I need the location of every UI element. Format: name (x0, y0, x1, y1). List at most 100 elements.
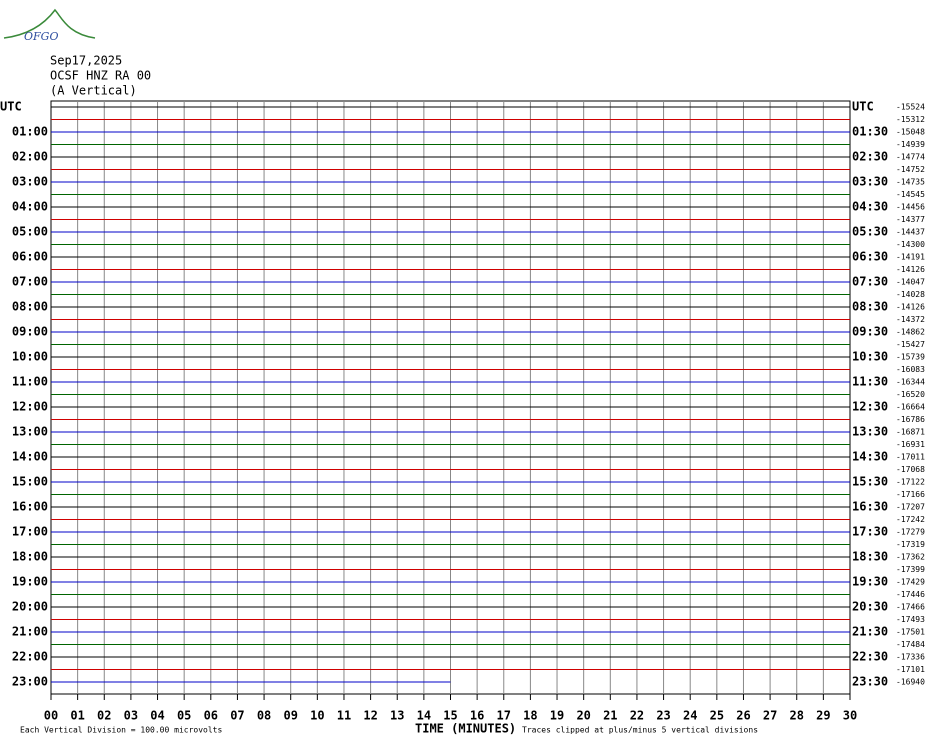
left-label: 11:00 (12, 375, 48, 389)
trace-offset: -15427 (896, 340, 925, 349)
right-label: 02:30 (852, 150, 888, 164)
right-label: 19:30 (852, 575, 888, 589)
left-label: 16:00 (12, 500, 48, 514)
trace-offset: -14047 (896, 278, 925, 287)
x-tick-label: 10 (310, 709, 324, 723)
trace-offset: -17166 (896, 490, 925, 499)
x-tick-label: 23 (656, 709, 670, 723)
left-label: 06:00 (12, 250, 48, 264)
trace-offset: -17362 (896, 553, 925, 562)
right-label: 08:30 (852, 300, 888, 314)
logo-text: OFGO (24, 30, 58, 43)
footer-right: Traces clipped at plus/minus 5 vertical … (522, 726, 758, 735)
x-tick-label: 30 (843, 709, 857, 723)
trace-offset: -14437 (896, 228, 925, 237)
x-tick-label: 08 (257, 709, 271, 723)
trace-offset: -15312 (896, 115, 925, 124)
x-tick-label: 27 (763, 709, 777, 723)
left-label: 15:00 (12, 475, 48, 489)
trace-offset: -14752 (896, 165, 925, 174)
trace-offset: -16664 (896, 403, 925, 412)
left-label: 05:00 (12, 225, 48, 239)
trace-offset: -15048 (896, 128, 925, 137)
trace-offset: -17319 (896, 540, 925, 549)
x-tick-label: 05 (177, 709, 191, 723)
right-label: 10:30 (852, 350, 888, 364)
x-tick-label: 19 (550, 709, 564, 723)
x-tick-label: 07 (230, 709, 244, 723)
right-label: UTC (852, 100, 874, 114)
x-tick-label: 21 (603, 709, 617, 723)
x-axis-title: TIME (MINUTES) (415, 722, 516, 736)
right-label: 07:30 (852, 275, 888, 289)
trace-offset: -14939 (896, 140, 925, 149)
x-tick-label: 02 (97, 709, 111, 723)
right-label: 23:30 (852, 675, 888, 689)
trace-offset: -17122 (896, 478, 925, 487)
trace-offset: -14126 (896, 265, 925, 274)
trace-offset: -14456 (896, 203, 925, 212)
trace-offset: -14372 (896, 315, 925, 324)
left-label: 02:00 (12, 150, 48, 164)
right-label: 21:30 (852, 625, 888, 639)
right-label: 06:30 (852, 250, 888, 264)
x-tick-label: 25 (710, 709, 724, 723)
right-label: 11:30 (852, 375, 888, 389)
trace-offset: -14126 (896, 303, 925, 312)
left-label: UTC (0, 100, 22, 114)
x-tick-label: 12 (363, 709, 377, 723)
trace-offset: -16940 (896, 678, 925, 687)
trace-offset: -14545 (896, 190, 925, 199)
right-label: 13:30 (852, 425, 888, 439)
right-label: 20:30 (852, 600, 888, 614)
x-tick-label: 16 (470, 709, 484, 723)
x-tick-label: 22 (630, 709, 644, 723)
trace-offset: -14300 (896, 240, 925, 249)
trace-offset: -14028 (896, 290, 925, 299)
trace-offset: -17466 (896, 603, 925, 612)
logo-curve (3, 8, 96, 39)
trace-offset: -14862 (896, 328, 925, 337)
x-tick-label: 24 (683, 709, 697, 723)
x-tick-label: 09 (283, 709, 297, 723)
x-tick-label: 20 (576, 709, 590, 723)
header-line: Sep17,2025 (50, 54, 122, 68)
trace-offset: -15524 (896, 103, 925, 112)
x-tick-label: 18 (523, 709, 537, 723)
left-label: 07:00 (12, 275, 48, 289)
right-label: 22:30 (852, 650, 888, 664)
trace-offset: -17493 (896, 615, 925, 624)
x-tick-label: 26 (736, 709, 750, 723)
left-label: 23:00 (12, 675, 48, 689)
left-label: 08:00 (12, 300, 48, 314)
trace-offset: -17446 (896, 590, 925, 599)
trace-offset: -17429 (896, 578, 925, 587)
right-label: 09:30 (852, 325, 888, 339)
left-label: 22:00 (12, 650, 48, 664)
trace-offset: -17279 (896, 528, 925, 537)
x-tick-label: 04 (150, 709, 164, 723)
trace-offset: -17336 (896, 653, 925, 662)
left-label: 19:00 (12, 575, 48, 589)
x-tick-label: 28 (790, 709, 804, 723)
x-tick-label: 13 (390, 709, 404, 723)
right-label: 03:30 (852, 175, 888, 189)
trace-offset: -16083 (896, 365, 925, 374)
left-label: 12:00 (12, 400, 48, 414)
footer-left: Each Vertical Division = 100.00 microvol… (20, 726, 222, 735)
right-label: 18:30 (852, 550, 888, 564)
trace-offset: -14774 (896, 153, 925, 162)
left-label: 20:00 (12, 600, 48, 614)
left-label: 14:00 (12, 450, 48, 464)
trace-offset: -17399 (896, 565, 925, 574)
right-label: 04:30 (852, 200, 888, 214)
trace-offset: -17068 (896, 465, 925, 474)
trace-offset: -14377 (896, 215, 925, 224)
left-label: 13:00 (12, 425, 48, 439)
trace-offset: -16786 (896, 415, 925, 424)
trace-offset: -16931 (896, 440, 925, 449)
trace-offset: -17101 (896, 665, 925, 674)
trace-offset: -17242 (896, 515, 925, 524)
right-label: 12:30 (852, 400, 888, 414)
header-line: OCSF HNZ RA 00 (50, 69, 151, 83)
